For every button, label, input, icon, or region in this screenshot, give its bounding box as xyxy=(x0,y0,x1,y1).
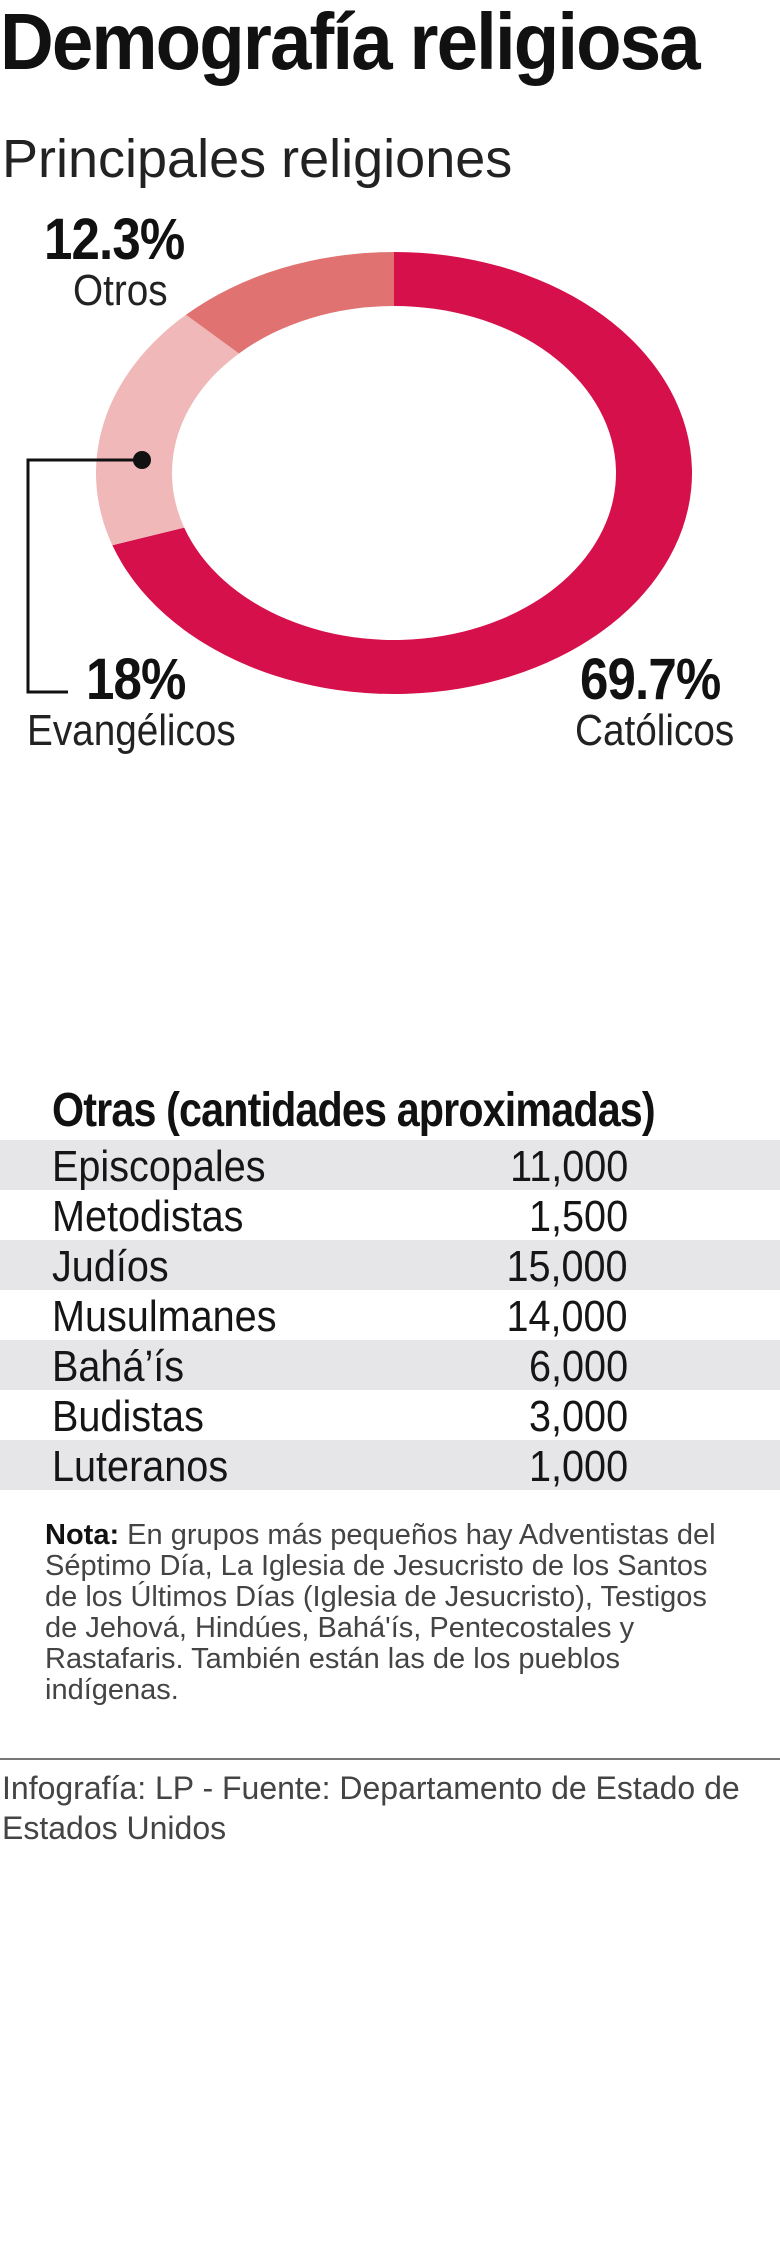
table-row: Budistas 3,000 xyxy=(0,1390,780,1441)
religion-name: Bahá’ís xyxy=(52,1342,185,1391)
page-title: Demografía religiosa xyxy=(0,0,701,86)
catolicos-name-label: Católicos xyxy=(575,706,735,755)
table-row: Episcopales 11,000 xyxy=(0,1140,780,1191)
evangelicos-leader-dot xyxy=(133,451,151,469)
note: Nota: En grupos más pequeños hay Adventi… xyxy=(45,1520,745,1706)
footer-credit: Infografía: LP - Fuente: Departamento de… xyxy=(2,1770,740,1846)
religion-name: Metodistas xyxy=(52,1192,244,1241)
table-title: Otras (cantidades aproximadas) xyxy=(52,1084,656,1137)
otros-percent-label: 12.3% xyxy=(44,207,185,272)
religion-name: Luteranos xyxy=(52,1442,229,1491)
otros-name-label: Otros xyxy=(73,266,168,315)
religion-count: 1,500 xyxy=(528,1192,628,1241)
religion-name: Budistas xyxy=(52,1392,204,1441)
table-row: Musulmanes 14,000 xyxy=(0,1290,780,1341)
religion-count: 11,000 xyxy=(509,1142,628,1191)
divider xyxy=(0,1758,780,1760)
evangelicos-leader-line xyxy=(26,458,142,694)
religion-count: 15,000 xyxy=(506,1242,628,1291)
religion-count: 6,000 xyxy=(528,1342,628,1391)
slice-otros xyxy=(185,252,394,354)
table-row: Judíos 15,000 xyxy=(0,1240,780,1291)
note-label: Nota: xyxy=(45,1519,120,1551)
evangelicos-name-label: Evangélicos xyxy=(27,706,236,755)
donut-chart xyxy=(26,252,692,694)
table-row: Bahá’ís 6,000 xyxy=(0,1340,780,1391)
table-row: Metodistas 1,500 xyxy=(0,1190,780,1241)
religion-count: 3,000 xyxy=(528,1392,628,1441)
chart-subtitle: Principales religiones xyxy=(2,129,513,189)
note-text: En grupos más pequeños hay Adventistas d… xyxy=(45,1519,716,1706)
evangelicos-percent-label: 18% xyxy=(86,647,186,712)
table-row: Luteranos 1,000 xyxy=(0,1440,780,1491)
religion-name: Judíos xyxy=(52,1242,169,1291)
religion-name: Episcopales xyxy=(52,1142,266,1191)
catolicos-percent-label: 69.7% xyxy=(580,647,721,712)
religion-name: Musulmanes xyxy=(52,1292,277,1341)
religion-count: 1,000 xyxy=(528,1442,628,1491)
slice-evangelicos xyxy=(96,314,240,546)
religion-count: 14,000 xyxy=(506,1292,628,1341)
